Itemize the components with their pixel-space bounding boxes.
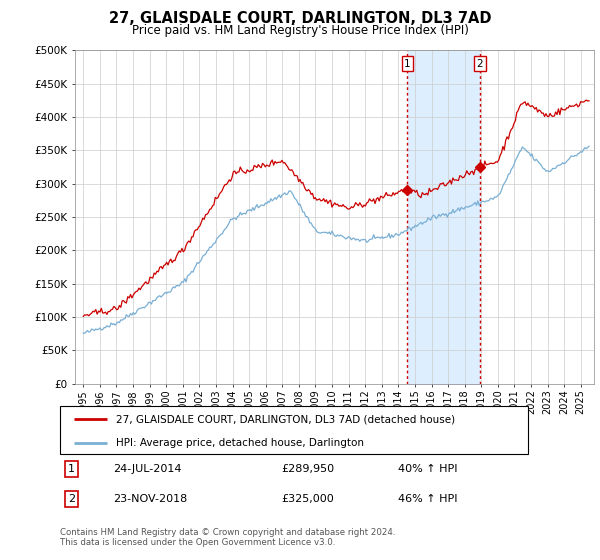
Text: Contains HM Land Registry data © Crown copyright and database right 2024.
This d: Contains HM Land Registry data © Crown c… [60,528,395,547]
Text: 1: 1 [404,59,411,69]
Text: 27, GLAISDALE COURT, DARLINGTON, DL3 7AD: 27, GLAISDALE COURT, DARLINGTON, DL3 7AD [109,11,491,26]
Text: 40% ↑ HPI: 40% ↑ HPI [398,464,457,474]
Text: 23-NOV-2018: 23-NOV-2018 [113,494,187,504]
Text: 24-JUL-2014: 24-JUL-2014 [113,464,181,474]
Text: 46% ↑ HPI: 46% ↑ HPI [398,494,457,504]
Text: 2: 2 [476,59,483,69]
Text: 27, GLAISDALE COURT, DARLINGTON, DL3 7AD (detached house): 27, GLAISDALE COURT, DARLINGTON, DL3 7AD… [116,414,455,424]
Text: Price paid vs. HM Land Registry's House Price Index (HPI): Price paid vs. HM Land Registry's House … [131,24,469,36]
Text: 2: 2 [68,494,75,504]
Text: 1: 1 [68,464,75,474]
Text: HPI: Average price, detached house, Darlington: HPI: Average price, detached house, Darl… [116,438,364,448]
Text: £325,000: £325,000 [282,494,335,504]
Text: £289,950: £289,950 [282,464,335,474]
